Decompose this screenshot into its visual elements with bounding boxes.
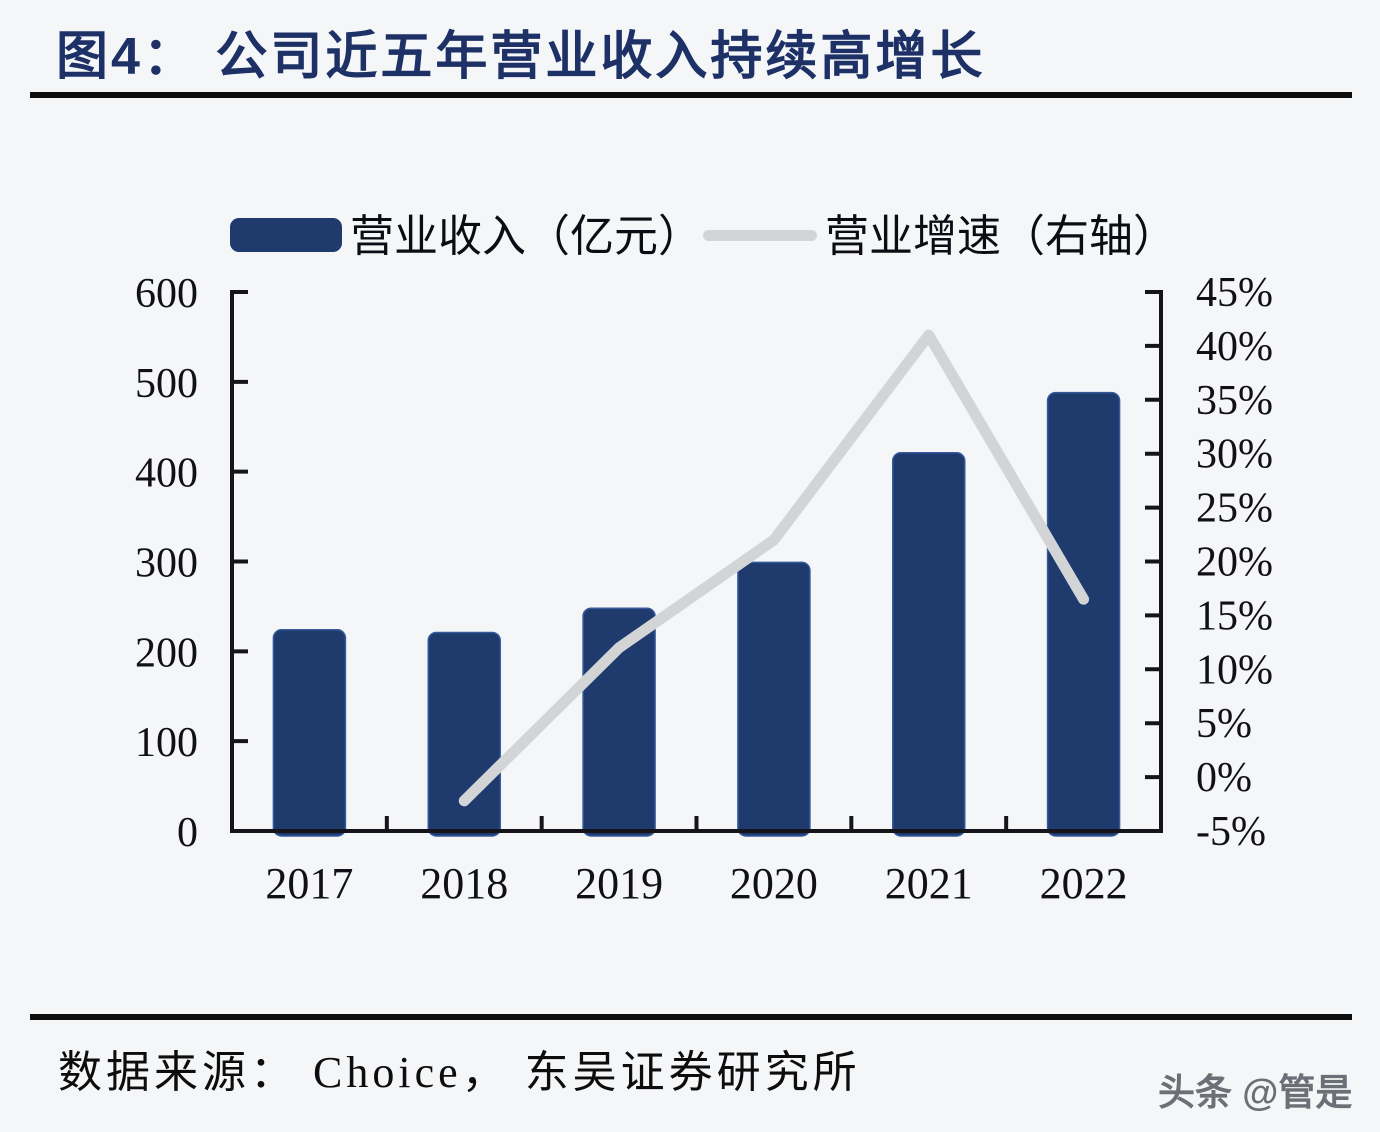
x-tick-label: 2019 <box>575 859 663 908</box>
title-divider <box>30 92 1352 98</box>
y-right-tick-label: 30% <box>1196 432 1273 478</box>
y-left-tick-label: 0 <box>177 810 198 856</box>
y-right-tick-label: 25% <box>1196 486 1273 532</box>
y-right-tick-label: 35% <box>1196 378 1273 424</box>
y-right-tick-label: 10% <box>1196 647 1273 693</box>
y-left-tick-label: 400 <box>135 451 198 497</box>
line-swatch-icon <box>703 229 817 241</box>
data-source: 数据来源： Choice， 东吴证券研究所 <box>58 1048 861 1097</box>
x-tick-label: 2018 <box>420 859 508 908</box>
y-left-tick-label: 500 <box>135 361 198 407</box>
y-left-tick-label: 200 <box>135 630 198 676</box>
legend-label-revenue: 营业收入（亿元） <box>350 212 702 261</box>
x-tick-label: 2017 <box>265 859 353 908</box>
bar-2022 <box>1046 391 1121 837</box>
y-left-tick-label: 300 <box>135 541 198 587</box>
y-right-tick-label: 15% <box>1196 593 1273 639</box>
y-right-tick-label: 0% <box>1196 755 1252 801</box>
growth-line <box>458 329 1090 807</box>
y-left-tick-label: 100 <box>135 720 198 766</box>
watermark: 头条 @管是 <box>1158 1072 1353 1113</box>
y-right-tick-label: -5% <box>1196 809 1266 855</box>
legend-label-growth: 营业增速（右轴） <box>825 212 1177 261</box>
bar-2020 <box>737 561 811 837</box>
x-tick-label: 2022 <box>1040 859 1128 908</box>
y-right-tick-label: 45% <box>1196 270 1273 316</box>
source-divider <box>30 1014 1352 1020</box>
bar-2017 <box>272 629 347 837</box>
chart-legend: 营业收入（亿元） 营业增速（右轴） <box>0 200 1380 261</box>
y-right-tick-label: 20% <box>1196 540 1273 586</box>
bar-swatch-icon <box>230 218 342 252</box>
x-tick-label: 2020 <box>730 859 818 908</box>
legend-item-revenue: 营业收入（亿元） <box>230 200 702 264</box>
x-tick-label: 2021 <box>885 859 973 908</box>
y-right-tick-label: 40% <box>1196 324 1273 370</box>
bar-2021 <box>892 452 966 837</box>
figure-title: 图4： 公司近五年营业收入持续高增长 <box>56 28 986 86</box>
y-right-tick-label: 5% <box>1196 701 1252 747</box>
legend-item-growth: 营业增速（右轴） <box>703 200 1177 264</box>
y-left-tick-label: 600 <box>135 271 198 317</box>
